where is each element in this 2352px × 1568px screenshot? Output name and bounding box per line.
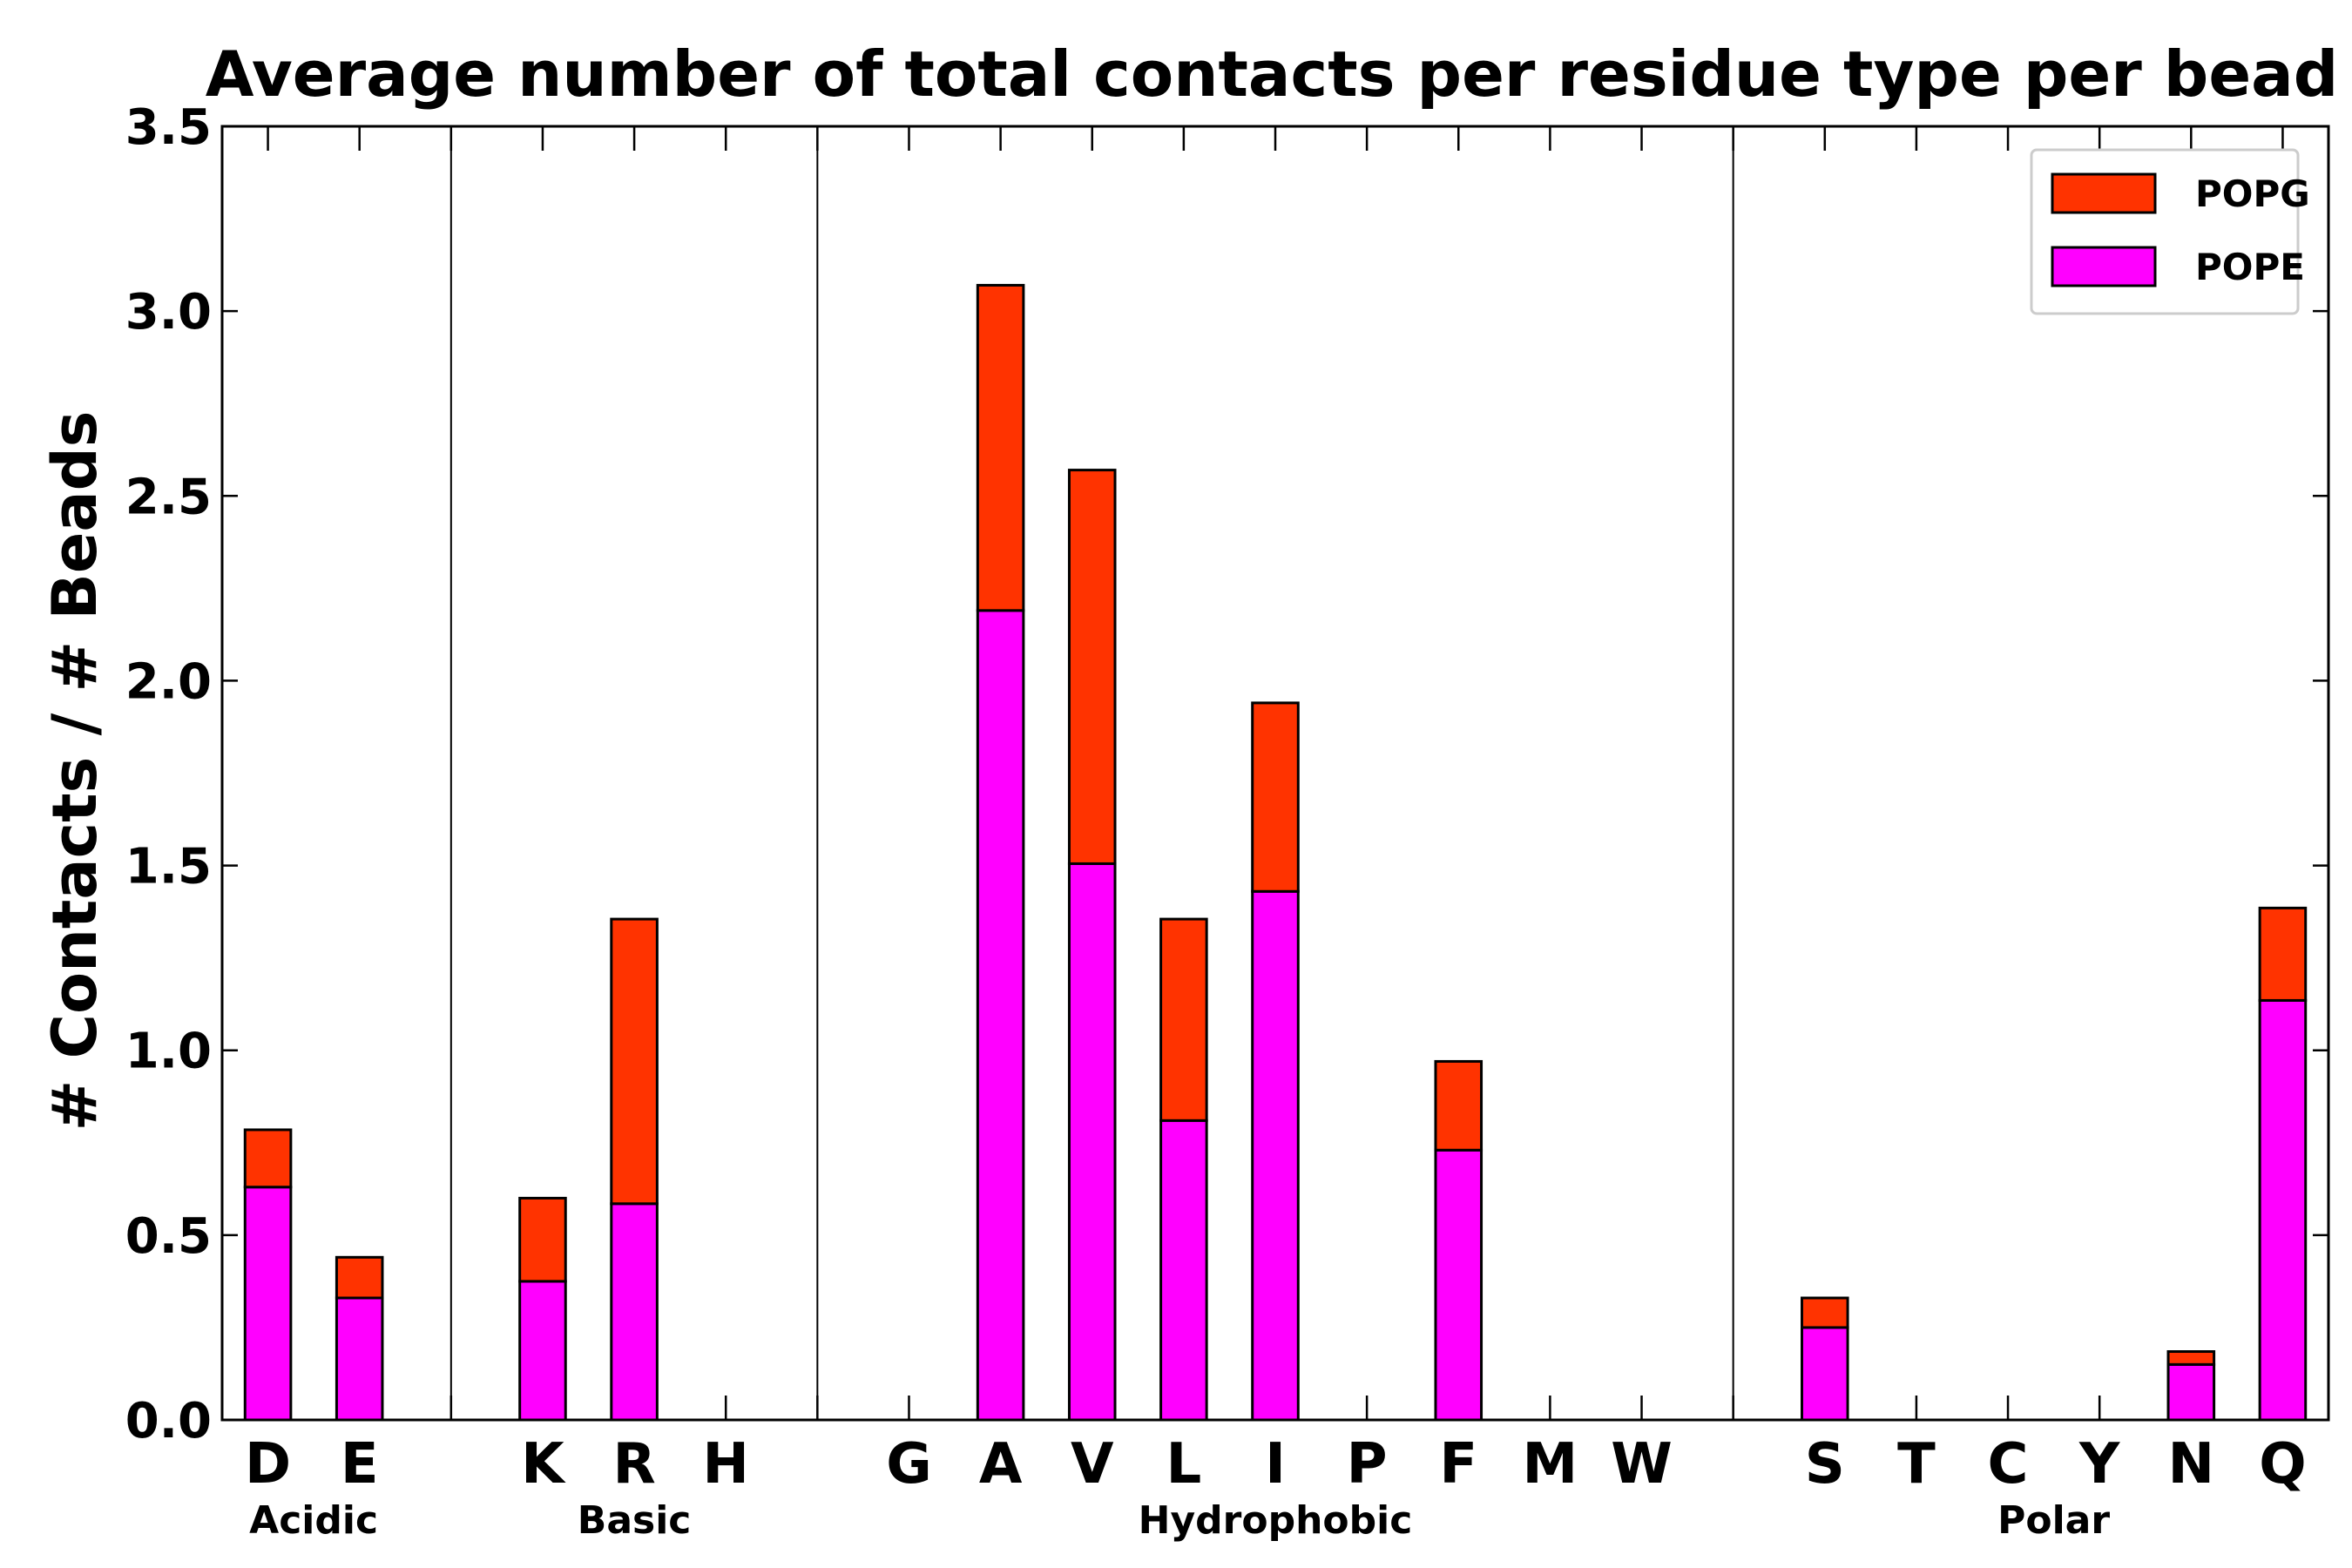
x-tick-label: A [979,1432,1023,1497]
bar-popg-i [1251,701,1300,893]
y-tick-label: 2.5 [125,469,212,525]
x-tick-label: D [245,1432,291,1497]
bar-popg-r [610,917,659,1206]
bar-popg-d [243,1128,293,1189]
x-tick-label: F [1439,1432,1477,1497]
x-tick-label: T [1897,1432,1936,1497]
bar-popg-s [1801,1296,1849,1329]
x-tick-label: H [702,1432,749,1497]
group-label-polar: Polar [1997,1498,2110,1543]
bar-popg-f [1434,1059,1484,1152]
x-tick-label: Y [2078,1432,2120,1497]
bar-pope-s [1801,1326,1849,1422]
x-tick-label: N [2168,1432,2215,1497]
bar-pope-q [2258,998,2308,1422]
x-tick-label: W [1611,1432,1673,1497]
bar-popg-v [1067,469,1117,865]
chart-title: Average number of total contacts per res… [206,37,2339,111]
legend-swatch-pope [2051,246,2157,287]
y-tick-label: 2.0 [125,653,212,710]
y-tick-label: 1.5 [125,839,212,896]
bar-pope-k [518,1280,567,1422]
bar-pope-i [1251,889,1300,1422]
bar-popg-q [2258,906,2308,1002]
group-label-acidic: Acidic [249,1498,378,1543]
bar-pope-l [1159,1119,1208,1422]
y-tick-label: 1.0 [125,1024,212,1080]
y-tick-label: 0.0 [125,1393,212,1450]
x-tick-label: L [1166,1432,1201,1497]
y-tick-label: 3.0 [125,284,212,341]
x-tick-label: R [612,1432,655,1497]
bar-pope-e [335,1296,384,1422]
plot-area: 0.0 0.5 1.0 1.5 2.0 2.5 3.0 3.5 D E K R H G A V L I P F M W S T… [125,99,2328,1543]
x-tick-label: E [341,1432,379,1497]
bar-pope-v [1067,862,1117,1422]
bar-pope-f [1434,1148,1484,1422]
bar-pope-r [610,1202,659,1422]
bar-popg-n [2166,1350,2216,1366]
x-tick-label: P [1347,1432,1388,1497]
legend-swatch-popg [2051,172,2157,214]
legend: POPG POPE [2030,148,2310,315]
bar-popg-a [976,283,1025,612]
bar-pope-a [976,609,1025,1422]
y-tick-label: 3.5 [125,99,212,156]
y-tick-label: 0.5 [125,1208,212,1265]
legend-label-popg: POPG [2195,172,2310,215]
legend-label-pope: POPE [2195,246,2305,288]
x-tick-label: C [1988,1432,2029,1497]
x-tick-label: V [1071,1432,1114,1497]
bar-popg-e [335,1255,384,1300]
bar-popg-k [518,1196,567,1283]
bar-pope-d [243,1186,293,1422]
y-axis-label: # Contacts / # Beads [39,411,111,1132]
x-tick-label: K [521,1432,566,1497]
x-tick-label: G [886,1432,932,1497]
x-tick-label: I [1265,1432,1286,1497]
x-tick-label: S [1805,1432,1845,1497]
group-label-basic: Basic [578,1498,692,1543]
bar-popg-l [1159,917,1208,1122]
group-label-hydrophobic: Hydrophobic [1139,1498,1413,1543]
plot-frame [220,125,2330,1422]
x-tick-label: M [1523,1432,1578,1497]
x-tick-label: Q [2259,1432,2306,1497]
bar-pope-n [2166,1362,2216,1422]
